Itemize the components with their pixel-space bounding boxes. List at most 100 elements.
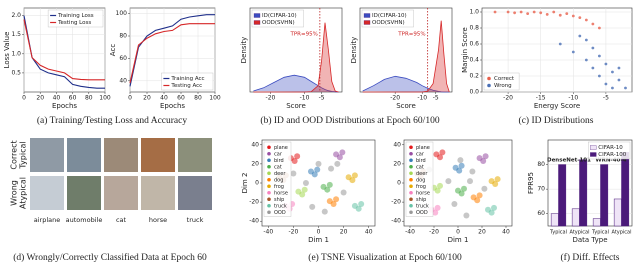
point [482,153,489,160]
legend-swatch [267,158,271,163]
point [611,70,614,74]
point [456,167,463,174]
legend-swatch [409,158,413,163]
y-axis-label: Acc [109,44,117,57]
point [434,187,441,194]
point [552,10,556,14]
point [591,66,595,70]
point [532,10,536,14]
legend-label: ship [274,197,284,203]
legend-swatch [409,203,413,208]
point [493,10,497,14]
point [571,14,575,18]
point [474,197,481,204]
point [591,22,595,26]
x-tick-label: 80 [194,95,202,102]
point [597,54,601,58]
point [324,186,331,193]
line [129,14,215,87]
legend-label: OOD [416,210,428,216]
x-tick-label: 20 [143,95,151,102]
point [611,86,614,90]
x-tick-label: -5 [603,95,609,102]
density-area [362,75,450,93]
legend-label: horse [274,190,288,196]
point [617,78,621,82]
legend-swatch [409,184,413,189]
y-tick-label: 0.2 [469,73,479,80]
x-tick-label: 20 [478,229,486,236]
y-tick-label: 0 [397,180,401,187]
column-label: horse [149,216,167,224]
x-axis-label: Epochs [52,102,77,110]
point [437,154,443,161]
point [584,18,588,22]
x-axis-label: Epochs [160,102,185,110]
x-tick-label: 80 [85,95,93,102]
x-tick-label: -40 [405,229,415,236]
group-label: DenseNet-101 [547,158,591,164]
point [617,66,621,70]
y-tick-label: 1.0 [11,50,21,57]
point [476,192,483,199]
y-tick-label: 2.0 [11,12,21,19]
legend-swatch [487,83,491,88]
legend-swatch [409,164,413,169]
row-label: Typical [19,141,28,169]
legend-swatch [267,190,271,195]
y-axis-label: Loss Value [3,32,11,69]
legend-swatch [409,177,413,182]
point [597,74,601,78]
legend-label: Testing Loss [57,20,91,26]
x-tick-label: 100 [99,95,111,102]
x-tick-label: 0 [317,229,321,236]
legend-label: OOD(SVHN) [372,20,405,26]
x-tick-label: -20 [503,95,513,102]
point [294,153,301,160]
x-axis-label: Dim 1 [448,236,469,244]
y-tick-label: 0.8 [469,25,479,32]
legend-box [47,9,104,28]
image [141,138,175,172]
legend-box [361,9,414,28]
point [437,182,443,189]
point [481,185,488,192]
legend-label: car [274,151,283,157]
density-area [362,20,450,93]
legend-label: Correct [494,76,515,82]
x-tick-label: 40 [365,229,373,236]
point [571,50,575,54]
point [591,46,595,50]
x-axis-label: Score [286,102,306,110]
legend-swatch [409,197,413,202]
point [349,177,356,184]
y-tick-label: -20 [391,199,401,206]
x-tick-label: -20 [390,95,400,102]
point [558,42,562,46]
point [326,181,333,188]
caption: (f) Diff. Effects [561,252,620,263]
column-label: cat [116,216,127,224]
legend-swatch [409,145,413,150]
legend-swatch [267,177,271,182]
point [467,178,473,185]
row-label: Wrong [10,180,19,206]
point [558,13,562,17]
bar [571,208,580,227]
x-tick-label: -20 [429,229,439,236]
x-tick-label: 0 [128,95,132,102]
point [578,34,582,38]
point [299,191,306,198]
legend-label: horse [416,190,430,196]
point [584,58,588,62]
point [506,10,510,14]
legend-label: cat [416,164,424,170]
point [494,176,501,183]
point [565,12,569,16]
point [469,168,476,175]
point [432,209,439,216]
x-tick-label: -20 [288,229,298,236]
x-tick-label: Atypical [569,230,589,236]
column-label: automobile [66,216,103,224]
point [328,165,335,172]
